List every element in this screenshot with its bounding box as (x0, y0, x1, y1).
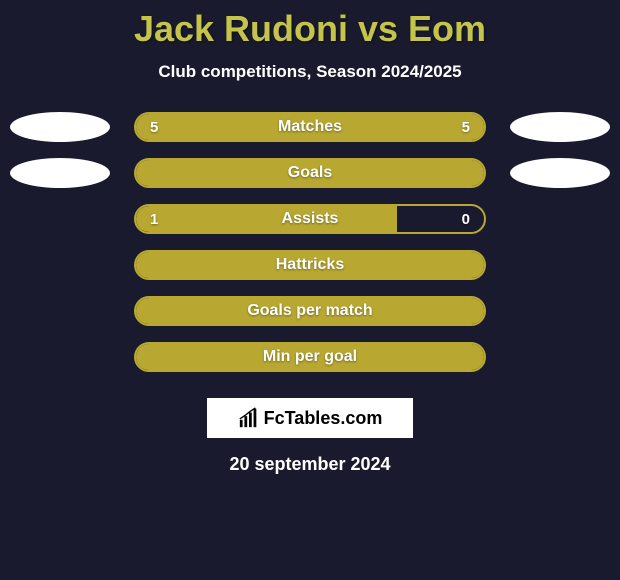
stat-label: Goals per match (247, 302, 372, 320)
logo-text: FcTables.com (264, 408, 383, 429)
stat-label: Assists (282, 210, 339, 228)
stat-value-left: 5 (150, 119, 158, 136)
stat-value-left: 1 (150, 211, 158, 228)
stat-bar: Goals (134, 158, 486, 188)
stat-label: Matches (278, 118, 342, 136)
comparison-container: Jack Rudoni vs Eom Club competitions, Se… (0, 0, 620, 580)
stat-value-right: 5 (462, 119, 470, 136)
stat-bar: 1 Assists 0 (134, 204, 486, 234)
stat-row: Min per goal (0, 334, 620, 380)
stat-label: Min per goal (263, 348, 357, 366)
player-oval-left (10, 112, 110, 142)
stat-row: Hattricks (0, 242, 620, 288)
stat-row: Goals per match (0, 288, 620, 334)
player-oval-right (510, 158, 610, 188)
stat-bar: Min per goal (134, 342, 486, 372)
stat-bar: Hattricks (134, 250, 486, 280)
date-text: 20 september 2024 (0, 454, 620, 475)
stat-label: Goals (288, 164, 332, 182)
chart-icon (238, 407, 260, 429)
stat-bar: Goals per match (134, 296, 486, 326)
player-oval-right (510, 112, 610, 142)
stat-bar: 5 Matches 5 (134, 112, 486, 142)
player-oval-left (10, 158, 110, 188)
stat-row: 1 Assists 0 (0, 196, 620, 242)
stat-row: Goals (0, 150, 620, 196)
bar-fill-left (136, 206, 397, 232)
page-title: Jack Rudoni vs Eom (0, 8, 620, 50)
stat-row: 5 Matches 5 (0, 104, 620, 150)
stat-label: Hattricks (276, 256, 344, 274)
stats-area: 5 Matches 5 Goals 1 Assists 0 Hattricks Goals pe… (0, 104, 620, 380)
logo-box: FcTables.com (207, 398, 413, 438)
stat-value-right: 0 (462, 211, 470, 228)
subtitle: Club competitions, Season 2024/2025 (0, 62, 620, 82)
